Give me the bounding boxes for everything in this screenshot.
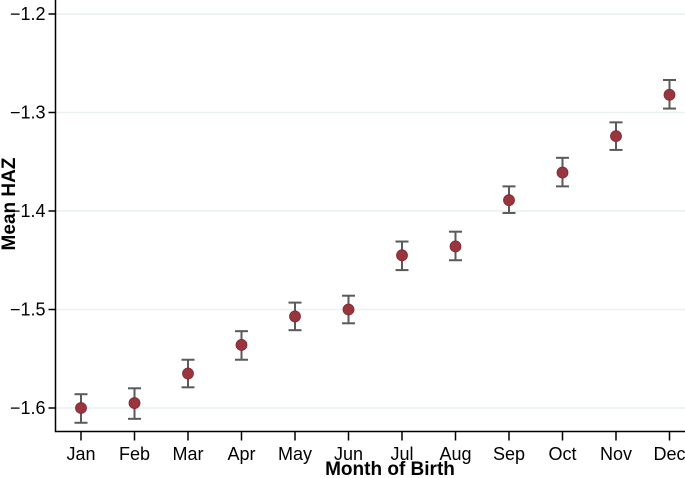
x-axis-tick-label: Dec xyxy=(653,444,685,464)
x-axis-tick-label: Sep xyxy=(493,444,525,464)
data-point xyxy=(128,397,141,409)
data-point xyxy=(75,402,87,414)
data-point xyxy=(289,310,301,323)
y-axis-tick-label: −1.2 xyxy=(10,4,46,24)
y-axis-tick-label: −1.3 xyxy=(10,103,46,123)
x-axis-tick-label: Jul xyxy=(390,444,413,464)
x-axis-tick-label: Mar xyxy=(173,444,204,464)
data-point xyxy=(396,249,408,262)
data-point xyxy=(342,303,355,316)
x-axis-tick-label: Feb xyxy=(119,444,150,464)
data-point xyxy=(663,88,676,101)
data-point xyxy=(235,339,248,351)
data-point xyxy=(610,130,622,143)
data-point xyxy=(449,240,462,253)
y-axis-title: Mean HAZ xyxy=(0,157,20,250)
x-axis-tick-label: Jan xyxy=(66,444,95,464)
y-axis-tick-label: −1.5 xyxy=(10,300,46,320)
data-point xyxy=(556,166,569,179)
x-axis-title: Month of Birth xyxy=(325,459,455,478)
y-axis-tick-label: −1.6 xyxy=(10,398,46,418)
x-axis-tick-label: Jun xyxy=(334,444,363,464)
y-axis-tick-label: −1.4 xyxy=(10,201,46,221)
data-point xyxy=(503,194,515,207)
x-axis-tick-label: Oct xyxy=(548,444,576,464)
data-point xyxy=(182,367,194,380)
x-axis-tick-label: Nov xyxy=(600,444,632,464)
x-axis-tick-label: Apr xyxy=(227,444,255,464)
x-axis-tick-label: Aug xyxy=(439,444,471,464)
x-axis-tick-label: May xyxy=(278,444,312,464)
